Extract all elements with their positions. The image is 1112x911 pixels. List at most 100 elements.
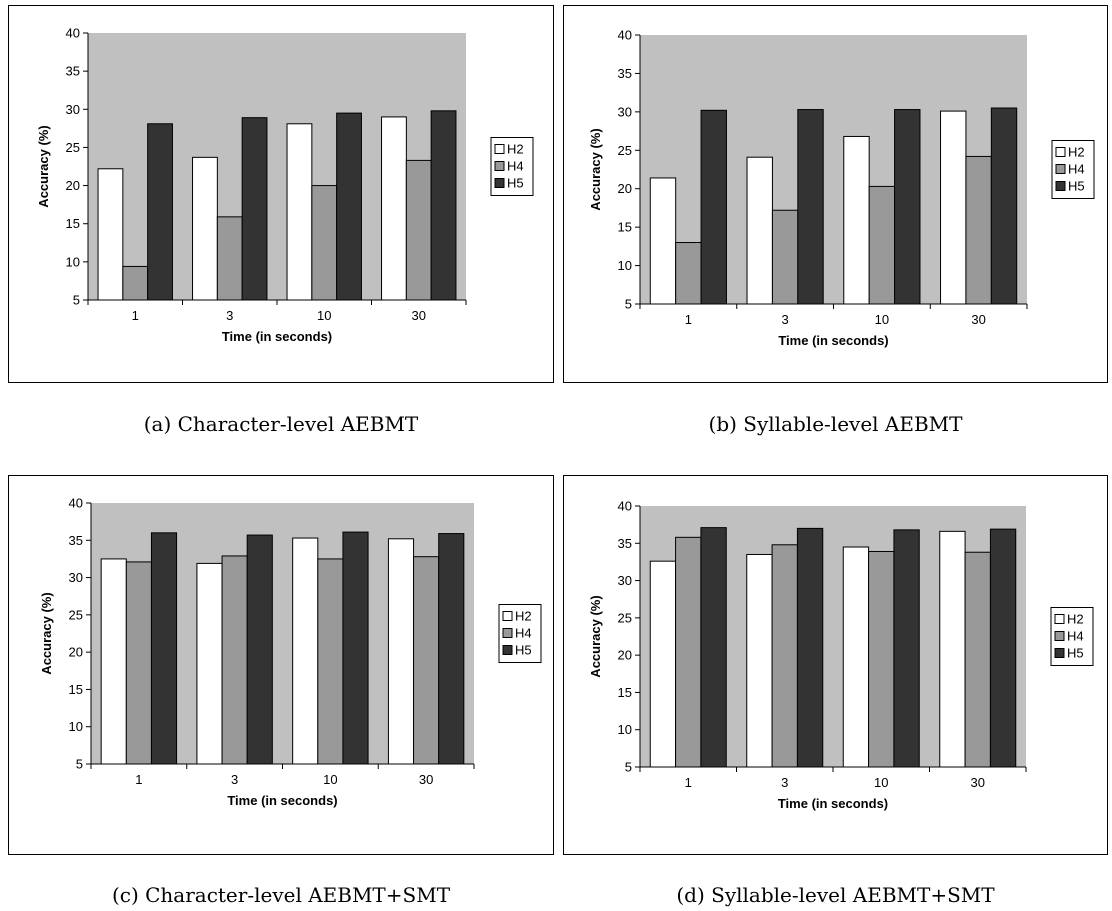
legend-label-h5: H5 bbox=[1068, 179, 1085, 194]
x-tick-label: 3 bbox=[231, 772, 238, 787]
bar-h5-3 bbox=[246, 534, 273, 765]
chart-panel-d: 5 10 15 20 25 30 35 40 1 3 10 30 Time (in seconds) Ac… bbox=[563, 475, 1108, 855]
y-tick-label: 20 bbox=[66, 178, 80, 193]
bar-h5-30 bbox=[430, 110, 457, 301]
bar-h5-3 bbox=[241, 117, 268, 301]
bar-h2-10 bbox=[843, 135, 870, 305]
bar-h4-30 bbox=[964, 551, 991, 768]
bar-h5-30 bbox=[990, 107, 1018, 305]
x-tick-label: 1 bbox=[685, 312, 692, 327]
y-tick-label: 40 bbox=[66, 26, 80, 41]
x-tick-label: 3 bbox=[226, 308, 233, 323]
y-tick-label: 5 bbox=[625, 760, 632, 775]
chart-panel-a: 5 10 15 20 25 30 35 40 1 3 10 30 Time (in seconds) Ac… bbox=[8, 5, 554, 383]
x-tick-label: 10 bbox=[317, 308, 331, 323]
legend-swatch-h2 bbox=[502, 611, 513, 621]
legend-label-h2: H2 bbox=[1068, 145, 1085, 160]
legend-swatch-h5 bbox=[1055, 181, 1066, 191]
x-tick-label: 10 bbox=[323, 772, 337, 787]
x-tick-label: 10 bbox=[874, 775, 888, 790]
bar-h4-10 bbox=[311, 185, 338, 301]
bar-h5-3 bbox=[797, 109, 824, 305]
bar-chart-c: 5 10 15 20 25 30 35 40 1 3 10 30 Time (in seconds) Ac… bbox=[39, 496, 542, 808]
y-tick-label: 25 bbox=[69, 607, 83, 622]
bar-h2-1 bbox=[97, 168, 124, 301]
legend-label-h5: H5 bbox=[1067, 646, 1084, 661]
x-tick-label: 3 bbox=[781, 775, 788, 790]
bar-h5-10 bbox=[894, 109, 921, 305]
caption-a: (a) Character-level AEBMT bbox=[143, 412, 419, 436]
bar-chart-a: 5 10 15 20 25 30 35 40 1 3 10 30 Time (in seconds) Ac… bbox=[36, 26, 534, 344]
bar-h4-3 bbox=[771, 544, 798, 768]
bar-h5-30 bbox=[989, 528, 1017, 768]
bar-h2-10 bbox=[292, 537, 319, 765]
bar-h2-1 bbox=[649, 177, 677, 305]
bar-h2-1 bbox=[100, 558, 127, 765]
bar-h5-10 bbox=[893, 529, 920, 768]
bar-h2-3 bbox=[196, 562, 223, 765]
legend-label-h2: H2 bbox=[1067, 612, 1084, 627]
y-tick-label: 40 bbox=[69, 496, 83, 511]
legend-swatch-h2 bbox=[1055, 147, 1066, 157]
x-tick-label: 30 bbox=[971, 775, 985, 790]
y-tick-label: 5 bbox=[73, 293, 80, 308]
caption-c: (c) Character-level AEBMT+SMT bbox=[111, 883, 451, 907]
legend-label-h4: H4 bbox=[1068, 162, 1085, 177]
y-axis-title: Accuracy (%) bbox=[36, 125, 51, 207]
y-tick-label: 15 bbox=[66, 216, 80, 231]
y-axis-title: Accuracy (%) bbox=[39, 592, 54, 674]
bar-h5-3 bbox=[796, 527, 824, 768]
y-tick-label: 30 bbox=[69, 570, 83, 585]
bar-h4-30 bbox=[413, 556, 440, 765]
y-tick-label: 15 bbox=[69, 682, 83, 697]
y-tick-label: 20 bbox=[69, 645, 83, 660]
bar-h4-30 bbox=[405, 159, 432, 301]
y-tick-label: 35 bbox=[69, 533, 83, 548]
y-tick-label: 10 bbox=[618, 722, 632, 737]
chart-panel-c: 5 10 15 20 25 30 35 40 1 3 10 30 Time (in seconds) Ac… bbox=[8, 475, 554, 855]
bar-h2-3 bbox=[746, 156, 773, 305]
bar-h4-1 bbox=[122, 265, 149, 301]
bar-h5-1 bbox=[147, 123, 173, 301]
x-axis-title: Time (in seconds) bbox=[778, 333, 888, 348]
legend-label-h4: H4 bbox=[507, 159, 524, 174]
legend-swatch-h4 bbox=[1054, 631, 1065, 641]
bar-h4-3 bbox=[216, 216, 243, 301]
bar-h4-3 bbox=[221, 555, 248, 765]
x-tick-label: 1 bbox=[135, 772, 142, 787]
y-axis-title: Accuracy (%) bbox=[588, 128, 603, 210]
x-axis-title: Time (in seconds) bbox=[778, 796, 888, 811]
legend-swatch-h4 bbox=[1055, 164, 1066, 174]
y-tick-label: 30 bbox=[618, 104, 632, 119]
y-axis-title: Accuracy (%) bbox=[588, 595, 603, 677]
legend-label-h4: H4 bbox=[515, 626, 532, 641]
x-tick-label: 3 bbox=[782, 312, 789, 327]
caption-b: (b) Syllable-level AEBMT bbox=[708, 412, 963, 436]
y-tick-label: 40 bbox=[618, 499, 632, 514]
bar-h2-30 bbox=[381, 116, 407, 301]
legend-swatch-h2 bbox=[1054, 614, 1065, 624]
bar-h5-1 bbox=[700, 527, 727, 768]
bar-h2-3 bbox=[746, 553, 773, 768]
legend-label-h2: H2 bbox=[515, 609, 532, 624]
legend-label-h5: H5 bbox=[515, 643, 532, 658]
legend-label-h5: H5 bbox=[507, 176, 524, 191]
bar-h5-10 bbox=[342, 531, 369, 765]
chart-panel-b: 5 10 15 20 25 30 35 40 1 3 10 30 Time (in seconds) Ac… bbox=[563, 5, 1108, 383]
bar-h4-10 bbox=[868, 550, 895, 768]
legend-label-h4: H4 bbox=[1067, 629, 1084, 644]
bar-h4-10 bbox=[868, 185, 896, 305]
bar-h2-3 bbox=[192, 156, 218, 301]
y-tick-label: 10 bbox=[66, 254, 80, 269]
y-tick-label: 30 bbox=[66, 102, 80, 117]
bar-h2-30 bbox=[387, 538, 415, 765]
y-tick-label: 5 bbox=[625, 297, 632, 312]
y-tick-label: 10 bbox=[69, 719, 83, 734]
bar-h4-1 bbox=[675, 536, 702, 768]
y-tick-label: 35 bbox=[618, 536, 632, 551]
legend-swatch-h5 bbox=[494, 178, 505, 188]
y-tick-label: 25 bbox=[66, 140, 80, 155]
bar-h4-1 bbox=[125, 561, 152, 765]
y-tick-label: 20 bbox=[618, 648, 632, 663]
legend-swatch-h2 bbox=[494, 144, 505, 154]
